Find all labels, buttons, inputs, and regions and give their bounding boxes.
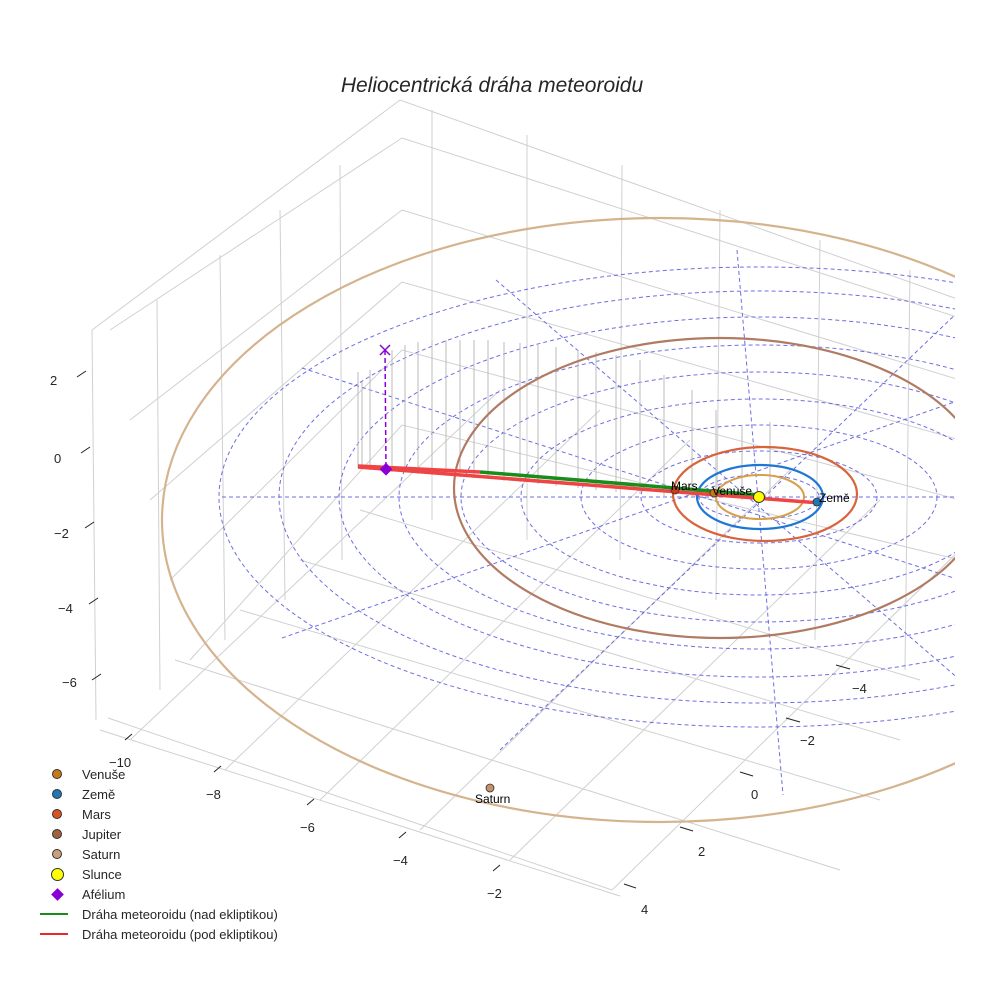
z-tick-label: 2 bbox=[50, 373, 58, 388]
aphelion-marker bbox=[379, 462, 393, 476]
z-tick-label: −2 bbox=[54, 526, 69, 541]
meteoroid-drop-lines bbox=[357, 340, 771, 500]
mars-marker bbox=[670, 485, 680, 495]
x-tick-label: −6 bbox=[300, 820, 315, 835]
x-tick-label: −8 bbox=[206, 787, 221, 802]
legend: Venuše Země Mars Jupiter Saturn Slunce A… bbox=[38, 764, 278, 944]
saturn-dot-icon bbox=[52, 849, 62, 859]
saturn-label: Saturn bbox=[475, 792, 511, 806]
mars-dot-icon bbox=[52, 809, 62, 819]
earth-dot-icon bbox=[52, 789, 62, 799]
orbit-earth bbox=[695, 463, 825, 531]
legend-item-mars: Mars bbox=[38, 804, 278, 824]
sun-marker bbox=[753, 491, 765, 503]
planet-orbits bbox=[161, 216, 955, 824]
saturn-marker bbox=[485, 783, 495, 793]
green-line-icon bbox=[40, 913, 68, 915]
diamond-icon bbox=[50, 887, 64, 901]
y-tick-label: 4 bbox=[641, 902, 649, 917]
mars-label: Mars bbox=[671, 479, 698, 493]
orbit-venus bbox=[715, 474, 805, 520]
axes-box-grid bbox=[91, 99, 955, 897]
sun-dot-icon bbox=[50, 867, 64, 881]
jupiter-dot-icon bbox=[52, 829, 62, 839]
x-tick-label: −10 bbox=[109, 755, 132, 770]
y-tick-label: 0 bbox=[751, 787, 759, 802]
meteoroid-path bbox=[357, 349, 821, 505]
path-below-ecliptic-return bbox=[357, 465, 821, 505]
earth-marker bbox=[812, 497, 822, 507]
y-tick-label: −2 bbox=[800, 733, 815, 748]
z-tick-label: −4 bbox=[58, 601, 73, 616]
orbit-saturn bbox=[161, 216, 955, 824]
y-tick-label: −4 bbox=[852, 681, 867, 696]
red-line-icon bbox=[40, 933, 68, 935]
legend-item-path-above: Dráha meteoroidu (nad ekliptikou) bbox=[38, 904, 278, 924]
z-tick-label: −6 bbox=[62, 675, 77, 690]
legend-item-saturn: Saturn bbox=[38, 844, 278, 864]
x-tick-label: −2 bbox=[487, 886, 502, 901]
x-tick-label: −4 bbox=[393, 853, 408, 868]
venus-marker bbox=[709, 488, 719, 498]
ecliptic-grid bbox=[218, 249, 955, 796]
orbit-mars bbox=[671, 445, 859, 543]
markers bbox=[379, 344, 822, 793]
venus-label: Venuše bbox=[712, 484, 753, 498]
y-tick-label: 2 bbox=[698, 844, 706, 859]
orbit-jupiter bbox=[452, 336, 955, 640]
aphelion-drop bbox=[384, 349, 387, 471]
aphelion-projection-x bbox=[379, 344, 391, 356]
legend-item-aphelion: Afélium bbox=[38, 884, 278, 904]
legend-item-earth: Země bbox=[38, 784, 278, 804]
chart-title: Heliocentrická dráha meteoroidu bbox=[340, 74, 644, 97]
legend-item-venus: Venuše bbox=[38, 764, 278, 784]
z-tick-label: 0 bbox=[54, 451, 62, 466]
legend-item-path-below: Dráha meteoroidu (pod ekliptikou) bbox=[38, 924, 278, 944]
legend-item-jupiter: Jupiter bbox=[38, 824, 278, 844]
earth-label: Země bbox=[819, 491, 850, 505]
axis-ticks bbox=[76, 370, 851, 889]
legend-item-sun: Slunce bbox=[38, 864, 278, 884]
venus-dot-icon bbox=[52, 769, 62, 779]
